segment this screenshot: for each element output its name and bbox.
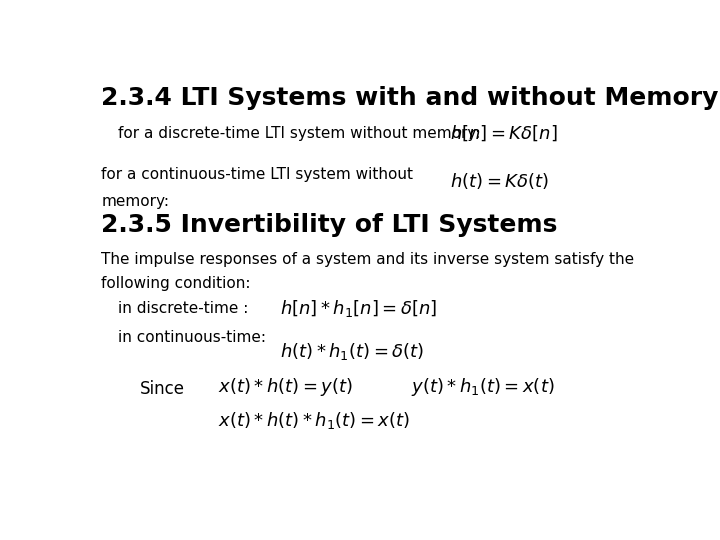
Text: $h(t) = K\delta(t)$: $h(t) = K\delta(t)$: [450, 171, 549, 191]
Text: for a continuous-time LTI system without: for a continuous-time LTI system without: [101, 167, 413, 183]
Text: following condition:: following condition:: [101, 275, 251, 291]
Text: $x(t)*h(t)=y(t)$: $x(t)*h(t)=y(t)$: [218, 376, 354, 398]
Text: $h[n] = K\delta[n]$: $h[n] = K\delta[n]$: [450, 124, 557, 143]
Text: 2.3.5 Invertibility of LTI Systems: 2.3.5 Invertibility of LTI Systems: [101, 213, 557, 237]
Text: 2.3.4 LTI Systems with and without Memory: 2.3.4 LTI Systems with and without Memor…: [101, 85, 719, 110]
Text: $y(t)*h_1(t)=x(t)$: $y(t)*h_1(t)=x(t)$: [411, 376, 554, 398]
Text: for a discrete-time LTI system without memory:: for a discrete-time LTI system without m…: [118, 126, 480, 141]
Text: memory:: memory:: [101, 194, 169, 208]
Text: The impulse responses of a system and its inverse system satisfy the: The impulse responses of a system and it…: [101, 252, 634, 267]
Text: $h[n]*h_1[n] = \delta[n]$: $h[n]*h_1[n] = \delta[n]$: [280, 298, 437, 319]
Text: in continuous-time:: in continuous-time:: [118, 329, 266, 345]
Text: Since: Since: [140, 380, 185, 398]
Text: $h(t)*h_1(t) = \delta(t)$: $h(t)*h_1(t) = \delta(t)$: [280, 341, 424, 362]
Text: $x(t)*h(t)*h_1(t)=x(t)$: $x(t)*h(t)*h_1(t)=x(t)$: [218, 410, 410, 431]
Text: in discrete-time :: in discrete-time :: [118, 301, 248, 315]
